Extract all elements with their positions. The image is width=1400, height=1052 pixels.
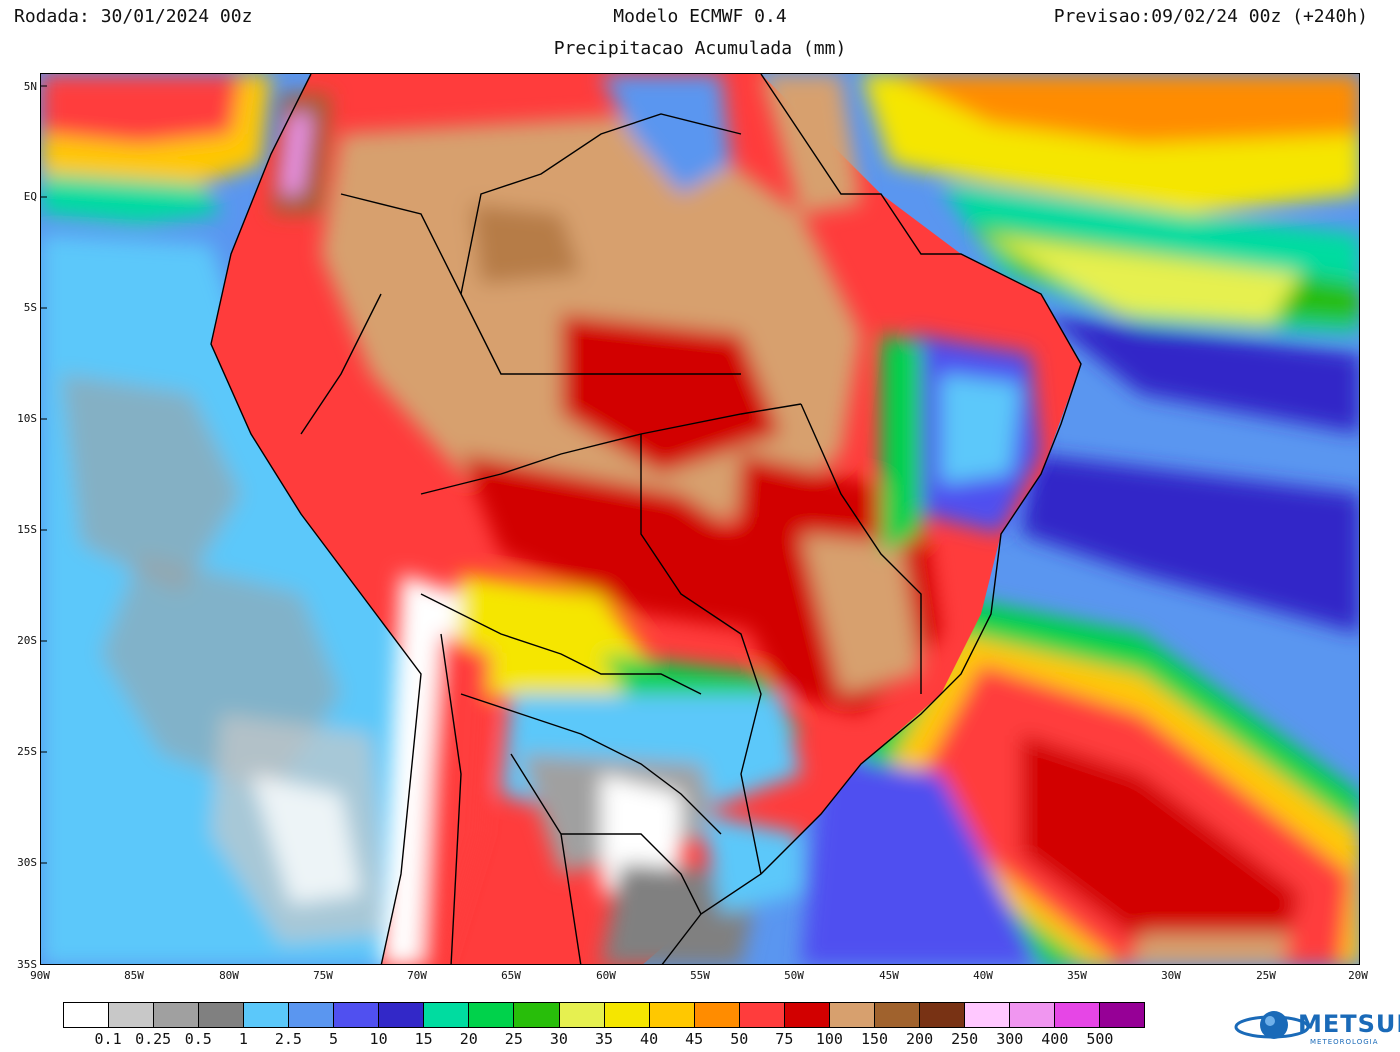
legend-swatch [829, 1003, 875, 1027]
lat-label: 35S [17, 958, 37, 971]
legend-tick: 0.25 [135, 1030, 172, 1048]
lon-label: 90W [30, 969, 50, 982]
lon-label: 45W [879, 969, 899, 982]
legend-swatch [559, 1003, 605, 1027]
lon-label: 40W [973, 969, 993, 982]
legend-swatch [469, 1003, 515, 1027]
legend-swatch [244, 1003, 290, 1027]
legend-tick: 25 [504, 1030, 523, 1048]
logo-text: METSUL [1298, 1010, 1400, 1038]
legend-swatch [514, 1003, 560, 1027]
legend-swatch [109, 1003, 155, 1027]
lat-label: 5N [23, 80, 37, 93]
lat-label: 30S [17, 856, 37, 869]
legend-tick: 500 [1086, 1030, 1114, 1048]
model-title: Modelo ECMWF 0.4 [613, 6, 787, 27]
legend-tick: 0.1 [94, 1030, 122, 1048]
lat-label: 10S [17, 412, 37, 425]
legend-tick: 40 [640, 1030, 659, 1048]
legend-tick: 45 [685, 1030, 704, 1048]
map-subtitle: Precipitacao Acumulada (mm) [553, 38, 847, 59]
legend-swatch [874, 1003, 920, 1027]
metsul-logo [1234, 1011, 1310, 1039]
lat-label: 5S [23, 301, 37, 314]
legend-tick: 10 [369, 1030, 388, 1048]
legend-tick: 15 [414, 1030, 433, 1048]
logo-tagline: METEOROLOGIA [1310, 1038, 1379, 1046]
legend-swatch [289, 1003, 335, 1027]
legend-tick: 75 [775, 1030, 794, 1048]
legend-tick: 0.5 [184, 1030, 212, 1048]
lon-label: 70W [407, 969, 427, 982]
legend-swatch [154, 1003, 200, 1027]
forecast-valid-label: Previsao:09/02/24 00z (+240h) [1053, 6, 1368, 27]
lat-label: 20S [17, 634, 37, 647]
legend-swatch [424, 1003, 470, 1027]
legend-swatch [604, 1003, 650, 1027]
lat-label: EQ [23, 190, 37, 203]
lon-label: 55W [690, 969, 710, 982]
lon-label: 50W [784, 969, 804, 982]
lon-label: 85W [124, 969, 144, 982]
legend-swatch [379, 1003, 425, 1027]
legend-tick: 200 [906, 1030, 934, 1048]
legend-tick: 300 [996, 1030, 1024, 1048]
legend-swatch [1055, 1003, 1101, 1027]
legend-swatch [919, 1003, 965, 1027]
legend-swatch [1009, 1003, 1056, 1027]
legend-swatch [199, 1003, 245, 1027]
legend-swatch [334, 1003, 380, 1027]
legend-swatch [694, 1003, 740, 1027]
legend-tick: 400 [1041, 1030, 1069, 1048]
legend-tick: 50 [730, 1030, 749, 1048]
legend-tick: 100 [815, 1030, 843, 1048]
country-borders [210, 74, 1082, 964]
precipitation-map [40, 73, 1360, 965]
legend-tick: 30 [549, 1030, 568, 1048]
pacific-gray-patches [61, 374, 241, 594]
lon-label: 75W [313, 969, 333, 982]
lon-label: 65W [501, 969, 521, 982]
legend-swatch [739, 1003, 785, 1027]
legend-swatch [649, 1003, 695, 1027]
legend-tick: 2.5 [274, 1030, 302, 1048]
lon-label: 60W [596, 969, 616, 982]
legend-tick: 1 [238, 1030, 248, 1048]
lon-label: 35W [1067, 969, 1087, 982]
legend-color-bar [63, 1002, 1145, 1028]
lon-label: 80W [219, 969, 239, 982]
lon-label: 20W [1348, 969, 1368, 982]
legend-swatch [1100, 1003, 1145, 1027]
lat-label: 15S [17, 523, 37, 536]
continent-south-america [210, 74, 1082, 964]
legend-tick: 150 [860, 1030, 889, 1048]
lon-label: 25W [1256, 969, 1276, 982]
legend-swatch [964, 1003, 1010, 1027]
run-date-label: Rodada: 30/01/2024 00z [14, 6, 253, 27]
legend-tick: 250 [951, 1030, 979, 1048]
lat-label: 25S [17, 745, 37, 758]
lon-label: 30W [1161, 969, 1181, 982]
legend-tick: 5 [328, 1030, 339, 1048]
legend-swatch [64, 1003, 110, 1027]
legend-tick: 20 [459, 1030, 478, 1048]
legend-swatch [784, 1003, 830, 1027]
legend-tick: 35 [594, 1030, 614, 1048]
